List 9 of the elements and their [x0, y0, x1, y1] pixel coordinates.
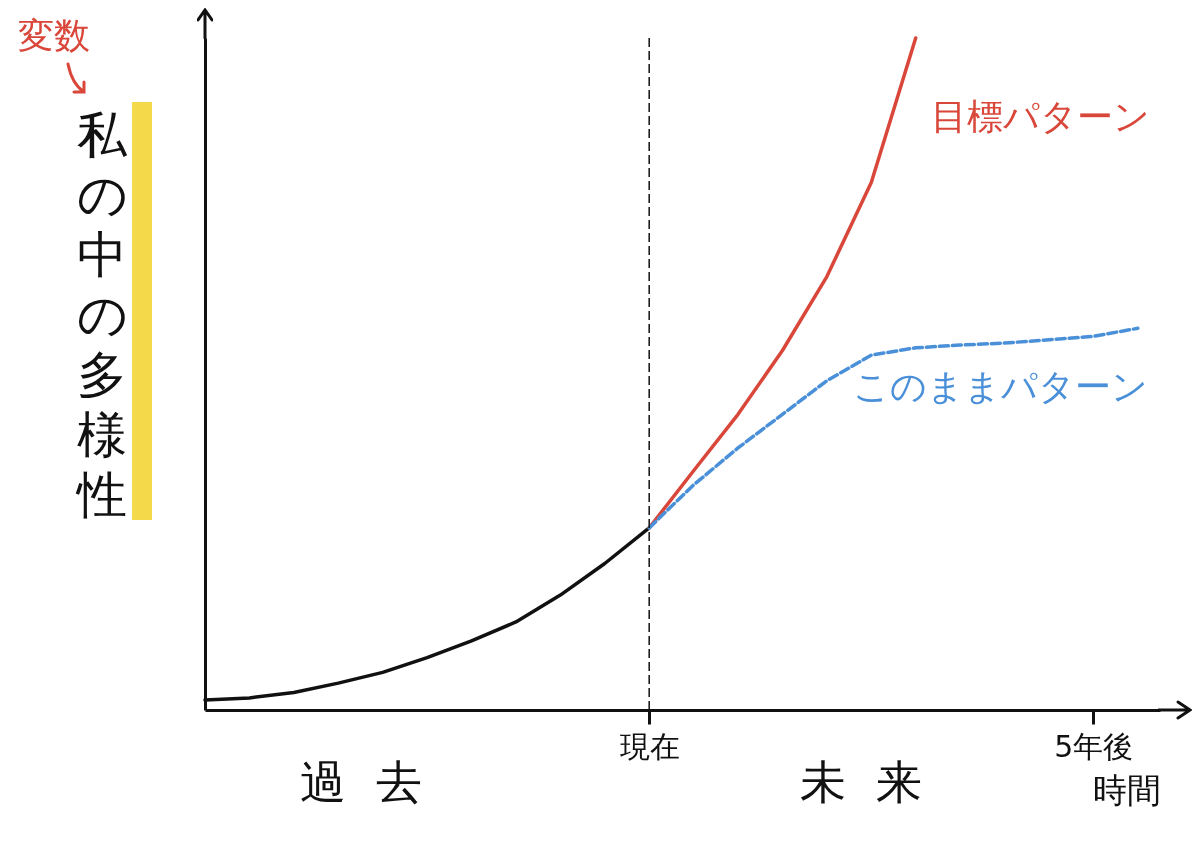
text: 過去 — [300, 754, 452, 811]
y-axis-title: 私の中の多様性 — [75, 105, 129, 525]
x-tick-label: 5年後 — [1054, 728, 1134, 764]
x-tick-label: 現在 — [619, 728, 680, 764]
x-axis-title: 時間 — [1092, 769, 1161, 810]
text: 変数 — [18, 14, 90, 58]
text: 未来 — [800, 754, 952, 811]
series-label: 目標パターン — [930, 96, 1150, 137]
series-label: このままパターン — [852, 366, 1148, 408]
